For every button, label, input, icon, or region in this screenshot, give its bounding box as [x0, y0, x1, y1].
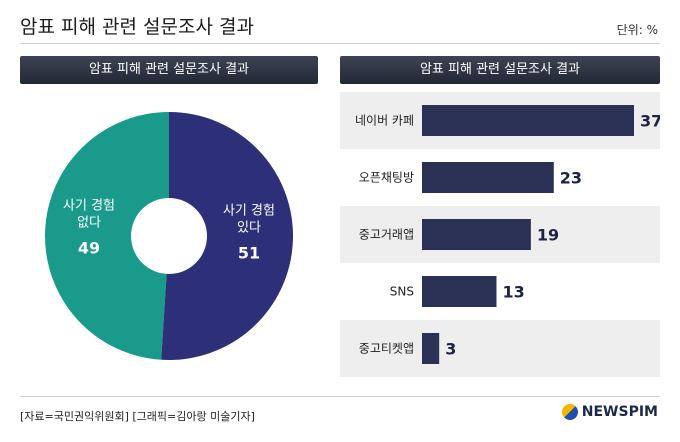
pie-slice-label: 사기 경험	[63, 198, 115, 213]
bar-category-label: SNS	[390, 285, 414, 299]
logo-text: NEWSPIM	[581, 404, 658, 420]
newspim-logo-icon	[561, 404, 578, 420]
top-divider	[20, 43, 660, 44]
bar-category-label: 오픈채팅방	[359, 171, 414, 185]
pie-panel-title: 암표 피해 관련 설문조사 결과	[20, 56, 318, 84]
pie-slice	[45, 112, 169, 360]
bar-panel-title: 암표 피해 관련 설문조사 결과	[340, 56, 660, 84]
source-credit: [자료=국민권익위원회] [그래픽=김아랑 미술기자]	[20, 410, 255, 423]
bar-value-label: 3	[445, 340, 456, 359]
pie-slice-label: 없다	[77, 215, 101, 230]
bar	[422, 276, 497, 307]
bar	[422, 105, 634, 136]
bar-chart: 네이버 카페 37 오픈채팅방 23 중고거래앱 19 SNS 13 중고티켓앱 3	[340, 92, 660, 377]
bar-value-label: 37	[640, 112, 660, 131]
donut-hole	[131, 198, 207, 274]
bar	[422, 219, 531, 250]
pie-slice-value: 51	[238, 244, 260, 263]
bar-category-label: 네이버 카페	[355, 114, 414, 128]
pie-slice-label: 사기 경험	[223, 204, 275, 219]
bar-category-label: 중고티켓앱	[359, 342, 414, 356]
unit-label: 단위: %	[616, 23, 658, 37]
pie-slice-value: 49	[78, 238, 100, 257]
pie-slice	[161, 112, 294, 360]
bar-value-label: 23	[560, 169, 582, 188]
bar-row-band	[340, 320, 660, 377]
bar-value-label: 19	[537, 226, 559, 245]
bar	[422, 162, 554, 193]
pie-slice-label: 있다	[237, 221, 261, 236]
bar-value-label: 13	[502, 283, 524, 302]
bar	[422, 333, 440, 364]
newspim-logo: NEWSPIM	[561, 404, 658, 420]
page-title: 암표 피해 관련 설문조사 결과	[20, 16, 254, 38]
bar-category-label: 중고거래앱	[359, 228, 414, 242]
bottom-divider	[20, 396, 660, 397]
